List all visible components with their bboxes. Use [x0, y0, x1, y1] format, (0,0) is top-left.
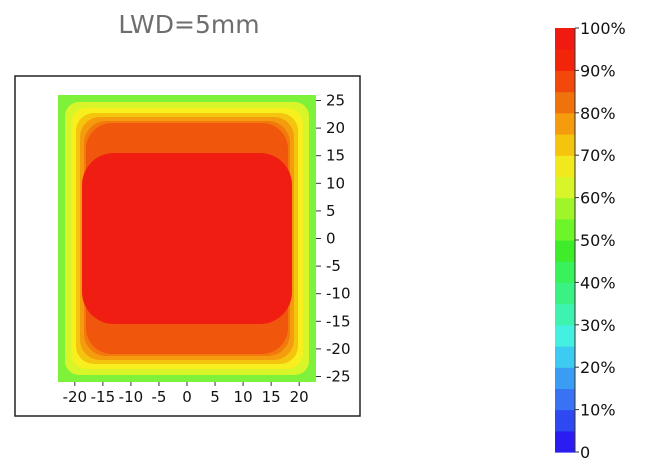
colorbar-segment: [555, 261, 575, 283]
y-tick-label: 20: [326, 119, 345, 137]
colorbar: [555, 28, 576, 453]
x-axis: -20 -15 -10 -5 0 5 10 15 20: [63, 382, 309, 406]
colorbar-segment: [555, 324, 575, 347]
colorbar-tick-label: 90%: [580, 61, 616, 80]
colorbar-segment: [555, 388, 575, 411]
colorbar-segment: [555, 367, 575, 389]
colorbar-tick-label: 20%: [580, 358, 616, 377]
y-tick-label: -10: [326, 285, 351, 303]
x-tick-label: 5: [210, 388, 220, 406]
y-axis: 25 20 15 10 5 0 -5 -10 -15 -20 -25: [316, 92, 351, 385]
colorbar-segment: [555, 112, 575, 135]
heatmap-area: [58, 95, 316, 382]
colorbar-segment: [555, 70, 575, 93]
colorbar-tick-label: 40%: [580, 273, 616, 292]
x-tick-label: 10: [234, 388, 253, 406]
colorbar-segment: [555, 218, 575, 241]
colorbar-tick-label: 70%: [580, 146, 616, 165]
colorbar-tick-label: 100%: [580, 19, 626, 38]
colorbar-segment: [555, 155, 575, 177]
colorbar-segment: [555, 91, 575, 114]
colorbar-segment: [555, 240, 575, 262]
chart-title: LWD=5mm: [118, 10, 260, 39]
colorbar-tick-label: 80%: [580, 104, 616, 123]
colorbar-axis: 100% 90% 80% 70% 60% 50% 40% 30% 20% 10% 0: [575, 19, 626, 462]
y-tick-label: 0: [326, 230, 336, 248]
y-tick-label: 25: [326, 92, 345, 110]
x-tick-label: -5: [151, 388, 166, 406]
y-tick-label: -5: [326, 257, 341, 275]
y-tick-label: -25: [326, 367, 351, 385]
colorbar-segment: [555, 28, 575, 50]
x-tick-label: 15: [262, 388, 281, 406]
y-tick-label: 5: [326, 202, 336, 220]
y-tick-label: -20: [326, 340, 351, 358]
x-tick-label: 20: [290, 388, 309, 406]
contour-band-100: [82, 153, 292, 324]
colorbar-segment: [555, 176, 575, 199]
colorbar-segment: [555, 303, 575, 326]
colorbar-segment: [555, 430, 575, 453]
x-tick-label: -20: [63, 388, 88, 406]
colorbar-segment: [555, 282, 575, 305]
colorbar-segment: [555, 346, 575, 368]
colorbar-segment: [555, 197, 575, 220]
x-tick-label: -15: [91, 388, 116, 406]
x-tick-label: 0: [182, 388, 192, 406]
y-tick-label: 10: [326, 174, 345, 192]
colorbar-segment: [555, 49, 575, 71]
colorbar-tick-label: 30%: [580, 316, 616, 335]
colorbar-tick-label: 60%: [580, 189, 616, 208]
y-tick-label: -15: [326, 312, 351, 330]
colorbar-segment: [555, 409, 575, 432]
colorbar-tick-label: 0: [580, 443, 590, 462]
colorbar-segment: [555, 134, 575, 156]
colorbar-tick-label: 50%: [580, 231, 616, 250]
y-tick-label: 15: [326, 147, 345, 165]
colorbar-tick-label: 10%: [580, 401, 616, 420]
x-tick-label: -10: [119, 388, 144, 406]
